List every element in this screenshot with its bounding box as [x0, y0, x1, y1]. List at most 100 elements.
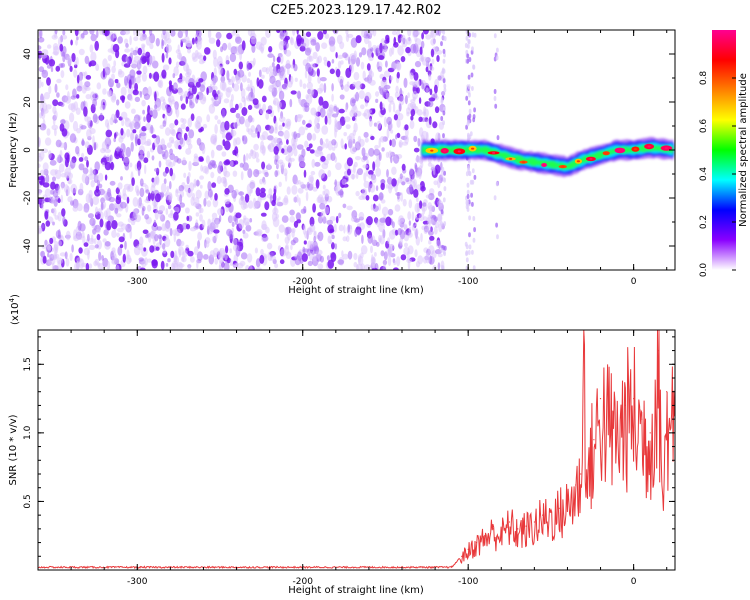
- noise-blob: [414, 60, 422, 68]
- noise-blob: [307, 74, 312, 84]
- noise-blob: [319, 202, 326, 210]
- noise-blob: [290, 90, 297, 95]
- noise-blob: [351, 99, 357, 104]
- noise-blob: [364, 91, 372, 101]
- noise-blob: [169, 123, 175, 129]
- noise-blob: [346, 205, 353, 211]
- noise-blob: [423, 228, 428, 234]
- noise-blob: [83, 208, 89, 213]
- noise-blob: [38, 66, 45, 73]
- noise-blob: [127, 217, 133, 223]
- noise-blob: [214, 233, 218, 240]
- noise-blob: [347, 250, 353, 260]
- noise-blob: [214, 115, 219, 120]
- ridge-hotspot-core: [576, 160, 581, 163]
- noise-blob: [262, 179, 267, 185]
- noise-blob: [213, 67, 217, 77]
- snr-x-tick-label: -200: [293, 577, 314, 587]
- noise-blob: [169, 228, 173, 237]
- noise-blob: [255, 267, 262, 270]
- noise-blob: [375, 167, 382, 177]
- noise-blob: [180, 56, 187, 66]
- noise-blob: [57, 240, 62, 247]
- noise-blob: [210, 149, 215, 159]
- noise-blob: [205, 240, 210, 248]
- noise-blob: [66, 55, 73, 65]
- noise-blob: [313, 245, 320, 255]
- noise-blob: [273, 184, 278, 190]
- noise-blob: [231, 31, 236, 36]
- noise-blob: [148, 72, 152, 79]
- noise-blob: [166, 185, 170, 192]
- noise-blob: [165, 127, 171, 136]
- noise-blob: [221, 108, 226, 119]
- noise-blob: [222, 176, 227, 184]
- noise-blob: [341, 250, 344, 258]
- noise-blob: [89, 30, 95, 35]
- noise-blob: [113, 137, 116, 143]
- noise-blob: [47, 260, 52, 266]
- noise-blob: [45, 220, 51, 227]
- noise-blob: [384, 43, 388, 53]
- noise-blob: [198, 59, 205, 65]
- noise-blob: [397, 34, 402, 44]
- noise-blob: [80, 125, 87, 130]
- noise-blob: [467, 74, 471, 80]
- noise-blob: [396, 118, 401, 128]
- noise-blob: [226, 32, 233, 40]
- noise-blob: [169, 148, 174, 155]
- noise-blob: [164, 237, 171, 248]
- noise-blob: [55, 139, 62, 148]
- noise-blob: [416, 155, 419, 163]
- noise-blob: [441, 91, 446, 96]
- noise-blob: [418, 213, 425, 222]
- noise-blob: [111, 113, 116, 122]
- noise-blob: [276, 30, 281, 34]
- noise-blob: [132, 89, 139, 96]
- noise-blob: [415, 30, 421, 36]
- noise-blob: [422, 206, 426, 215]
- noise-blob: [56, 154, 61, 164]
- noise-blob: [172, 156, 176, 167]
- noise-blob: [400, 34, 406, 43]
- noise-blob: [255, 158, 260, 163]
- noise-blob: [440, 116, 444, 121]
- noise-blob: [75, 145, 80, 155]
- noise-blob: [321, 125, 329, 135]
- noise-blob: [52, 189, 59, 198]
- noise-blob: [44, 210, 49, 220]
- noise-blob: [185, 223, 191, 230]
- noise-blob: [468, 232, 471, 238]
- noise-blob: [353, 71, 360, 81]
- noise-blob: [410, 99, 416, 104]
- noise-blob: [38, 78, 42, 89]
- noise-blob: [199, 175, 205, 180]
- noise-blob: [427, 202, 433, 210]
- noise-blob: [249, 180, 256, 189]
- noise-blob: [59, 43, 64, 52]
- noise-blob: [262, 146, 266, 156]
- noise-blob: [375, 158, 381, 168]
- noise-blob: [289, 157, 295, 162]
- noise-blob: [145, 36, 152, 46]
- noise-blob: [360, 245, 368, 255]
- noise-blob: [186, 188, 193, 198]
- noise-blob: [493, 96, 497, 101]
- noise-blob: [342, 203, 347, 209]
- noise-blob: [312, 254, 318, 262]
- noise-blob: [418, 169, 422, 180]
- noise-blob: [155, 246, 160, 251]
- noise-blob: [391, 166, 397, 175]
- noise-blob: [473, 174, 477, 180]
- noise-blob: [285, 49, 292, 57]
- noise-blob: [290, 244, 293, 251]
- noise-blob: [54, 128, 57, 137]
- noise-blob: [403, 223, 408, 230]
- noise-blob: [99, 104, 107, 111]
- noise-blob: [62, 54, 66, 63]
- noise-blob: [106, 220, 112, 231]
- noise-blob: [378, 222, 385, 233]
- noise-blob: [195, 189, 202, 199]
- noise-blob: [315, 150, 323, 155]
